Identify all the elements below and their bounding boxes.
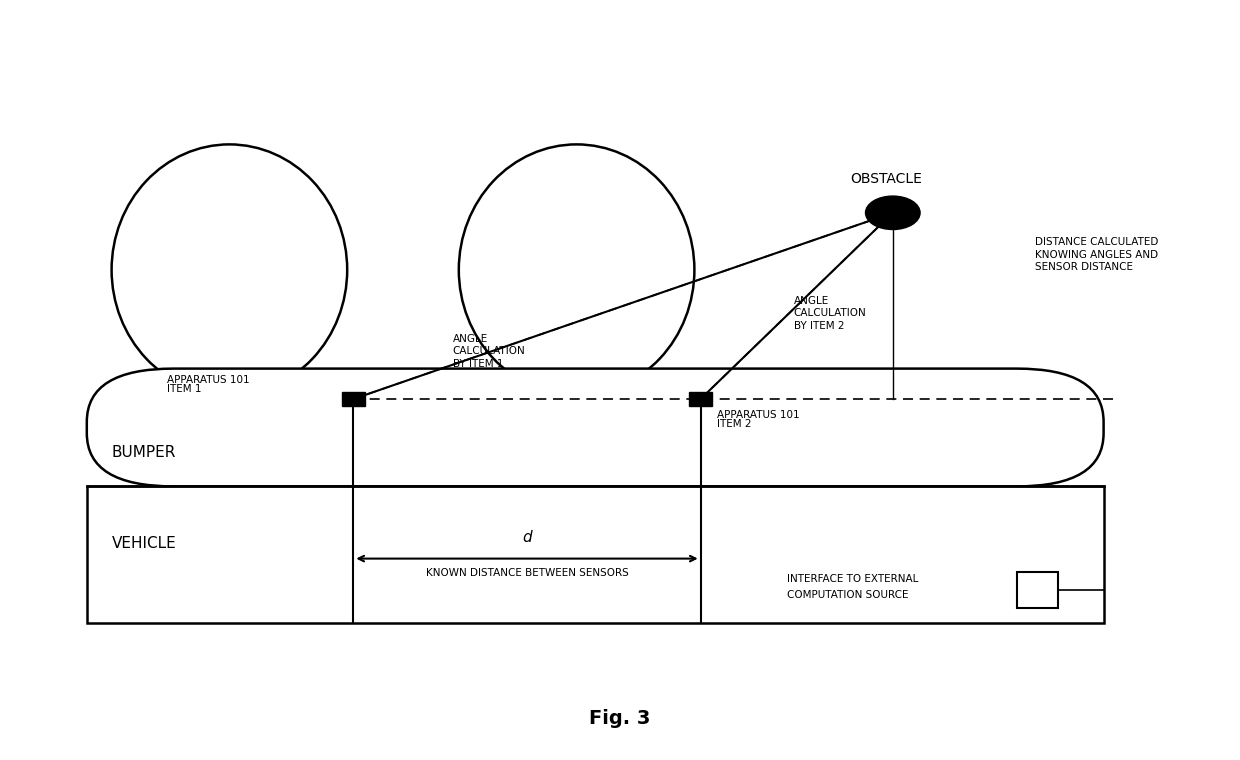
Polygon shape: [342, 392, 365, 406]
Text: ANGLE
CALCULATION
BY ITEM 2: ANGLE CALCULATION BY ITEM 2: [794, 296, 867, 331]
Bar: [1017, 572, 1058, 608]
Text: ANGLE
CALCULATION
BY ITEM 1: ANGLE CALCULATION BY ITEM 1: [453, 334, 526, 369]
Bar: [87, 486, 1104, 623]
Ellipse shape: [459, 144, 694, 395]
Text: INTERFACE TO EXTERNAL: INTERFACE TO EXTERNAL: [787, 575, 919, 584]
Text: KNOWN DISTANCE BETWEEN SENSORS: KNOWN DISTANCE BETWEEN SENSORS: [425, 568, 629, 578]
Text: COMPUTATION SOURCE: COMPUTATION SOURCE: [787, 590, 909, 600]
FancyBboxPatch shape: [87, 369, 1104, 486]
Text: OBSTACLE: OBSTACLE: [851, 173, 923, 186]
Text: ITEM 2: ITEM 2: [717, 420, 751, 429]
Text: BUMPER: BUMPER: [112, 445, 176, 460]
Text: VEHICLE: VEHICLE: [112, 536, 176, 551]
Text: d: d: [522, 530, 532, 545]
Polygon shape: [689, 392, 712, 406]
Ellipse shape: [112, 144, 347, 395]
Text: Fig. 3: Fig. 3: [589, 708, 651, 728]
Text: APPARATUS 101: APPARATUS 101: [717, 410, 800, 420]
Text: DISTANCE CALCULATED
KNOWING ANGLES AND
SENSOR DISTANCE: DISTANCE CALCULATED KNOWING ANGLES AND S…: [1035, 237, 1158, 272]
Text: ITEM 1: ITEM 1: [167, 384, 202, 394]
Circle shape: [866, 196, 920, 230]
Text: APPARATUS 101: APPARATUS 101: [167, 375, 250, 385]
